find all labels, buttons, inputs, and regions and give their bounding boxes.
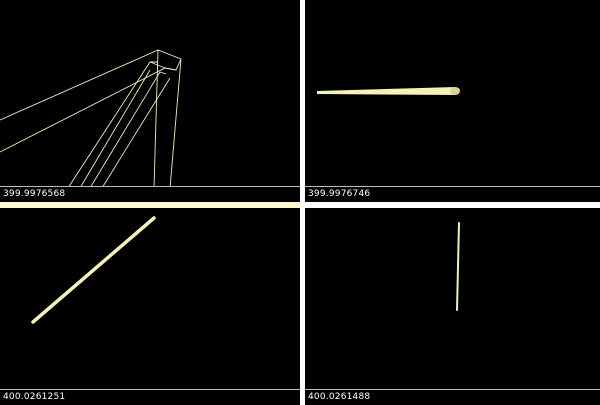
wire-edge	[153, 49, 159, 189]
rod-shape	[31, 216, 156, 324]
viewport-top-left[interactable]: 399.9976568	[0, 0, 300, 202]
rod-shape	[456, 222, 460, 311]
rod-scene	[31, 216, 156, 324]
wire-edge	[101, 77, 171, 189]
viewport-top-right[interactable]: 399.9976746	[305, 0, 600, 202]
status-bar: 399.9976568	[0, 186, 300, 202]
coordinate-readout: 400.0261251	[3, 392, 66, 402]
wire-edge	[89, 71, 167, 189]
rod-scene	[317, 87, 460, 95]
status-bar: 399.9976746	[305, 186, 600, 202]
coordinate-readout: 399.9976746	[308, 189, 371, 199]
wire-edge	[149, 58, 182, 71]
rod-shape	[317, 87, 460, 95]
wire-edge	[79, 69, 151, 189]
status-bar: 400.0261251	[0, 389, 300, 405]
wire-edge	[0, 49, 182, 189]
viewport-bottom-left[interactable]: 400.0261251	[0, 208, 300, 405]
viewport-bottom-right[interactable]: 400.0261488	[305, 208, 600, 405]
wire-edge	[67, 61, 158, 189]
wireframe-scene	[0, 49, 182, 189]
rod-scene	[456, 222, 460, 311]
status-bar: 400.0261488	[305, 389, 600, 405]
active-viewport-highlight	[0, 202, 300, 208]
coordinate-readout: 399.9976568	[3, 189, 66, 199]
coordinate-readout: 400.0261488	[308, 392, 371, 402]
rod-end-cap	[450, 87, 460, 95]
